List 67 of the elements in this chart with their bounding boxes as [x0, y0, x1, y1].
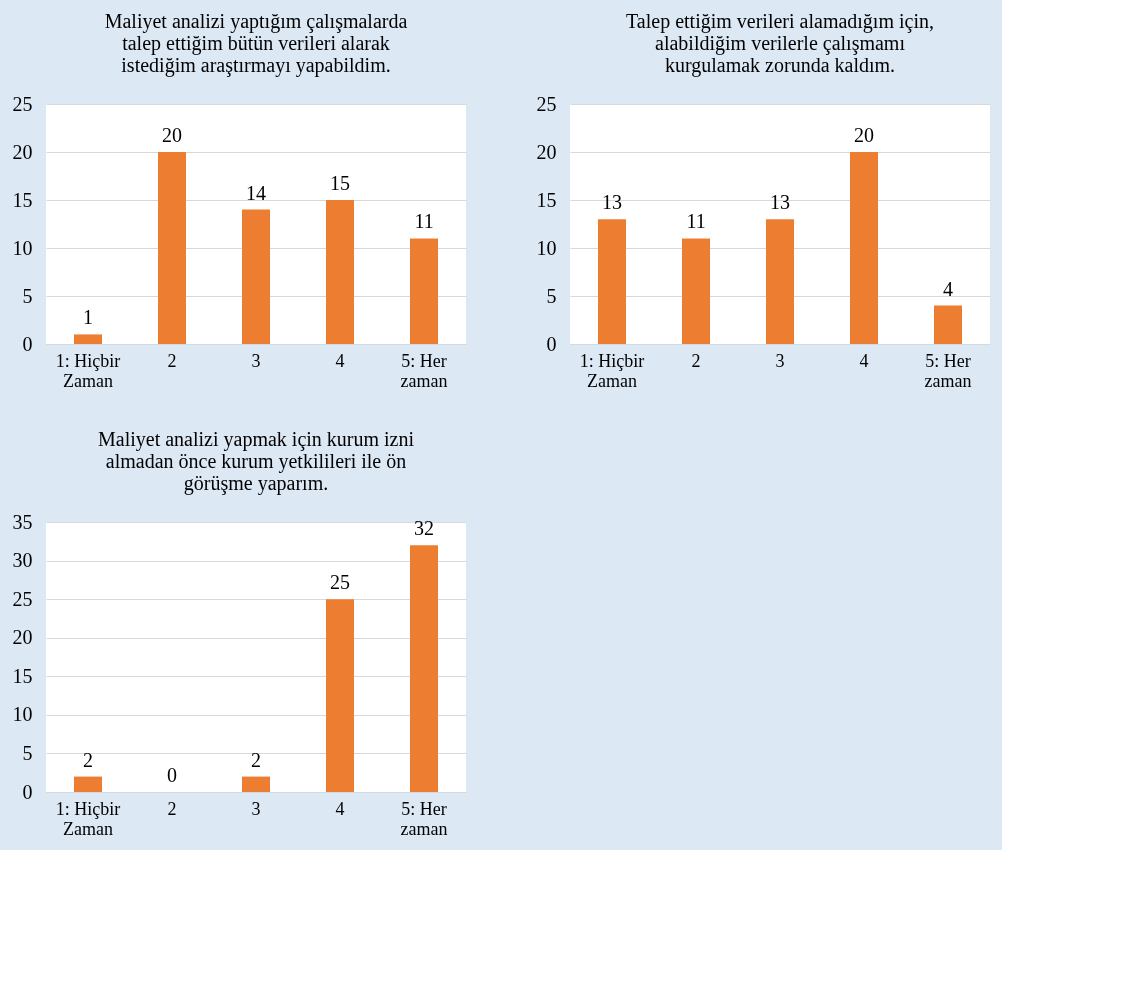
y-tick-label: 5 — [546, 284, 557, 307]
x-tick-label: 3 — [251, 350, 261, 371]
data-label: 1 — [83, 306, 93, 329]
bar — [934, 305, 962, 344]
x-tick-label: 4 — [335, 350, 345, 371]
x-tick-label: 2 — [167, 798, 177, 819]
bar — [410, 238, 438, 344]
bar — [242, 776, 270, 792]
bar — [766, 219, 794, 344]
data-label: 25 — [330, 571, 350, 594]
x-tick-label: 5: Her zaman — [924, 350, 972, 391]
y-tick-label: 15 — [536, 188, 557, 211]
x-tick-label: 4 — [335, 798, 345, 819]
data-label: 2 — [251, 748, 261, 771]
y-tick-label: 5 — [22, 284, 33, 307]
y-tick-label: 5 — [22, 741, 33, 764]
data-label: 0 — [167, 764, 177, 786]
y-tick-label: 20 — [536, 140, 557, 163]
y-tick-label: 35 — [12, 510, 33, 533]
bar — [326, 599, 354, 792]
bar — [158, 152, 186, 344]
bar — [326, 200, 354, 344]
y-tick-label: 15 — [12, 188, 33, 211]
x-tick-label: 2 — [167, 350, 177, 371]
data-label: 14 — [246, 181, 266, 204]
data-label: 11 — [414, 210, 434, 233]
y-tick-label: 10 — [536, 236, 557, 259]
data-label: 2 — [83, 748, 93, 771]
data-label: 4 — [943, 277, 953, 300]
y-tick-label: 20 — [12, 140, 33, 163]
data-label: 13 — [602, 191, 622, 214]
bar — [682, 238, 710, 344]
chart-title: Maliyet analizi yapmak için kurum izni almadan önce kurum yetkilileri ile ön görüşme yaparım. — [97, 428, 415, 495]
y-tick-label: 25 — [536, 92, 557, 115]
x-tick-label: 4 — [859, 350, 869, 371]
x-tick-label: 1: Hiçbir Zaman — [55, 350, 121, 391]
bar — [242, 209, 270, 344]
bar — [850, 152, 878, 344]
data-label: 20 — [854, 124, 874, 146]
x-tick-label: 2 — [691, 350, 701, 371]
chart-title: Maliyet analizi yaptığım çalışmalarda talep ettiğim bütün verileri alarak istediğim araştırmayı yapabildim. — [104, 10, 408, 77]
chart-title: Talep ettiğim verileri alamadığım için, alabildiğim verilerle çalışmamı kurgulamak zorunda kaldım. — [626, 10, 934, 77]
y-tick-label: 25 — [12, 92, 33, 115]
bar — [74, 334, 102, 344]
y-tick-label: 15 — [12, 664, 33, 687]
x-tick-label: 3 — [775, 350, 785, 371]
x-tick-label: 1: Hiçbir Zaman — [579, 350, 645, 391]
y-tick-label: 20 — [12, 626, 33, 649]
x-tick-label: 3 — [251, 798, 261, 819]
data-label: 20 — [162, 124, 182, 146]
y-tick-label: 10 — [12, 703, 33, 726]
y-tick-label: 25 — [12, 587, 33, 610]
y-tick-label: 0 — [22, 780, 33, 803]
bar — [410, 545, 438, 792]
x-tick-label: 5: Her zaman — [400, 350, 448, 391]
data-label: 13 — [770, 191, 790, 214]
y-tick-label: 0 — [546, 332, 557, 355]
y-tick-label: 0 — [22, 332, 33, 355]
y-tick-label: 10 — [12, 236, 33, 259]
data-label: 15 — [330, 172, 350, 194]
bar — [598, 219, 626, 344]
data-label: 32 — [414, 517, 434, 540]
x-tick-label: 5: Her zaman — [400, 798, 448, 839]
bar — [74, 776, 102, 792]
x-tick-label: 1: Hiçbir Zaman — [55, 798, 121, 839]
y-tick-label: 30 — [12, 549, 33, 572]
data-label: 11 — [686, 210, 706, 233]
